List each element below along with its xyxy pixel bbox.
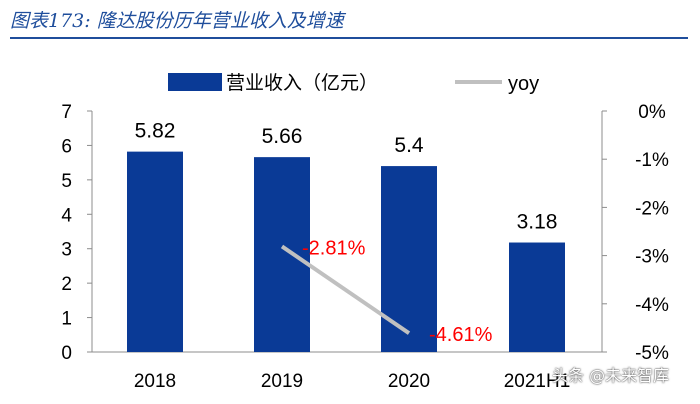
x-axis-category-label: 2019 bbox=[261, 371, 303, 392]
bar bbox=[127, 151, 183, 352]
chart-axes: 0 1 2 3 4 5 6 7 0% -1% -2% -3% -4% -5% 2018 2019 2020 202… bbox=[61, 102, 669, 392]
data-labels: 5.82 5.66 5.4 3.18 -2.81% -4.61% bbox=[135, 120, 558, 347]
yoy-line-series bbox=[280, 244, 411, 335]
right-axis-tick-label: 0% bbox=[638, 102, 666, 123]
right-axis-tick-label: -5% bbox=[635, 343, 669, 364]
legend-label-revenue: 营业收入（亿元） bbox=[226, 72, 378, 94]
legend-label-yoy: yoy bbox=[508, 73, 539, 95]
bar-value-label: 3.18 bbox=[517, 211, 558, 234]
right-axis-tick-label: -4% bbox=[635, 295, 669, 316]
title-underline bbox=[10, 37, 688, 39]
x-axis-category-label: 2021H1 bbox=[504, 371, 571, 392]
right-axis-tick-label: -3% bbox=[635, 247, 669, 268]
left-axis-tick-label: 3 bbox=[61, 240, 72, 261]
left-axis-tick-label: 2 bbox=[61, 274, 72, 295]
bar-value-label: 5.66 bbox=[262, 125, 303, 148]
legend-swatch-revenue bbox=[168, 73, 222, 91]
yoy-line bbox=[280, 244, 411, 335]
yoy-value-label: -2.81% bbox=[302, 237, 366, 259]
bar bbox=[254, 157, 310, 352]
figure-title: 图表173: 隆达股份历年营业收入及增速 bbox=[10, 10, 344, 32]
x-axis-category-label: 2018 bbox=[134, 371, 176, 392]
right-axis-tick-label: -1% bbox=[635, 150, 669, 171]
left-axis-tick-label: 1 bbox=[61, 309, 72, 330]
bar-value-label: 5.4 bbox=[394, 134, 424, 157]
yoy-value-label: -4.61% bbox=[429, 324, 493, 346]
right-axis-tick-label: -2% bbox=[635, 198, 669, 219]
bar-value-label: 5.82 bbox=[135, 120, 176, 143]
left-axis-tick-label: 0 bbox=[61, 343, 72, 364]
bar bbox=[509, 242, 565, 352]
left-axis-tick-label: 7 bbox=[61, 102, 72, 123]
chart-legend: 营业收入（亿元） yoy bbox=[168, 72, 539, 95]
left-axis-tick-label: 4 bbox=[61, 205, 72, 226]
left-axis-tick-label: 6 bbox=[61, 136, 72, 157]
left-axis-tick-label: 5 bbox=[61, 171, 72, 192]
x-axis-category-label: 2020 bbox=[388, 371, 430, 392]
watermark: 头条 @未来智库 bbox=[552, 366, 670, 385]
